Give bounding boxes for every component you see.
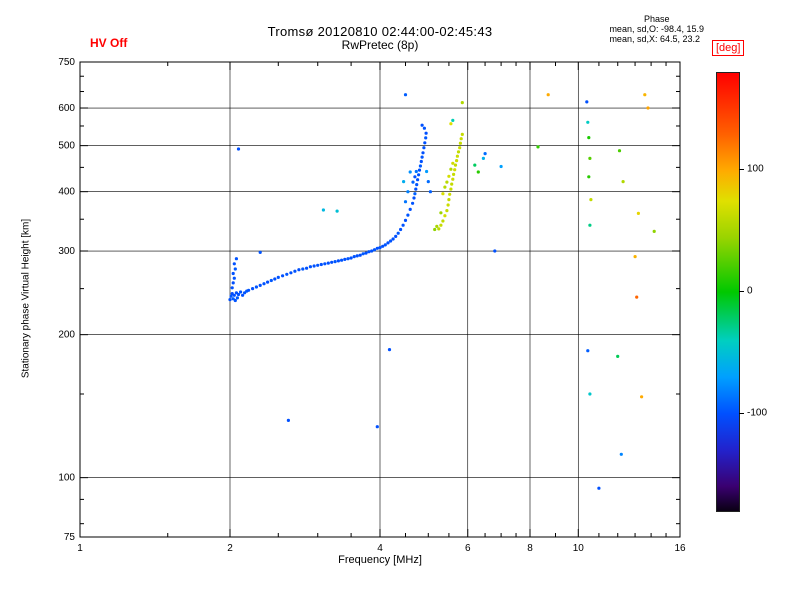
series-o-mode-trace: [228, 123, 432, 303]
y-tick-label: 400: [58, 187, 75, 198]
y-tick-label: 500: [58, 141, 75, 152]
hv-status-label: HV Off: [90, 36, 128, 50]
phase-colorbar: [716, 72, 740, 512]
phase-stats-x-line: mean, sd,X: 64.5, 23.2: [609, 34, 700, 44]
y-tick-label: 300: [58, 246, 75, 257]
axis-ticks: [79, 61, 681, 538]
plot-title: Tromsø 20120810 02:44:00-02:45:43: [267, 24, 493, 39]
x-axis-label: Frequency [MHz]: [338, 554, 422, 566]
tick-labels: 1 2 4 6 8 10 16 75 100 200 300 400 500 600 750: [58, 57, 686, 554]
plot-subtitle: RwPretec (8p): [341, 38, 419, 52]
colorbar-tick-mark: [739, 169, 744, 170]
gridlines: [80, 62, 680, 537]
y-tick-label: 200: [58, 330, 75, 341]
y-tick-label: 600: [58, 103, 75, 114]
phase-stats-title: Phase: [643, 14, 670, 24]
x-tick-label: 16: [674, 543, 686, 554]
y-tick-label: 100: [58, 473, 75, 484]
colorbar-tick-label: 100: [747, 163, 764, 175]
colorbar-tick-label: 0: [747, 285, 753, 297]
y-tick-label: 75: [64, 532, 76, 543]
x-tick-label: 2: [227, 543, 233, 554]
x-tick-label: 8: [527, 543, 533, 554]
x-tick-label: 4: [377, 543, 383, 554]
x-tick-label: 10: [573, 543, 585, 554]
colorbar-units-label: [deg]: [712, 40, 745, 56]
series-x-mode-trace: [433, 101, 464, 232]
phase-stats-o-line: mean, sd,O: -98.4, 15.9: [609, 24, 704, 34]
series-scattered-echoes: [236, 93, 656, 490]
phase-stats-block: Phase mean, sd,O: -98.4, 15.9 mean, sd,X…: [609, 14, 704, 44]
y-tick-label: 750: [58, 57, 75, 68]
x-tick-label: 1: [77, 543, 83, 554]
colorbar-tick-mark: [739, 291, 744, 292]
x-tick-label: 6: [465, 543, 471, 554]
colorbar-tick-mark: [739, 413, 744, 414]
colorbar-tick-label: -100: [747, 407, 768, 419]
